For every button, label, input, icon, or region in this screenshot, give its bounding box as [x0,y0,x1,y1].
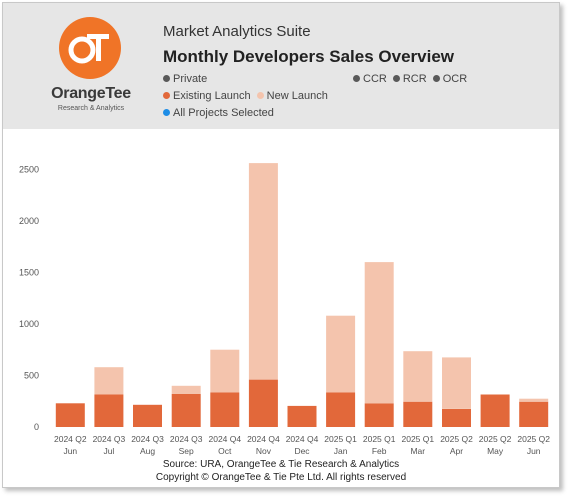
new-launch-bar [519,398,549,402]
orangetee-logo-icon [59,17,121,79]
report-card: OrangeTee Research & Analytics Market An… [2,2,560,488]
x-tick-month: Dec [294,446,310,456]
legend-existing-launch: Existing Launch [173,90,251,102]
filter-dot-icon [353,75,360,82]
y-tick-label: 1000 [19,319,39,329]
x-tick-quarter: 2025 Q1 [401,434,434,444]
region-ccr: CCR [363,73,387,85]
existing-launch-bar [519,401,549,427]
x-tick-quarter: 2024 Q3 [170,434,203,444]
existing-launch-bar [364,403,394,427]
x-tick-month: Jun [527,446,541,456]
selected-dot-icon [163,109,170,116]
sales-bar-chart: 0 500 1000 1500 2000 2500 2024 Q2 Jun 2024 Q3 Jul… [19,163,550,456]
existing-launch-dot-icon [163,92,170,99]
existing-launch-bar [403,401,433,427]
y-tick-label: 2000 [19,216,39,226]
x-tick-quarter: 2024 Q3 [131,434,164,444]
report-header: OrangeTee Research & Analytics Market An… [3,3,559,129]
source-note: Source: URA, OrangeTee & Tie Research & … [162,459,400,470]
existing-launch-bar [133,404,162,427]
new-launch-bar [326,315,356,393]
x-tick-quarter: 2024 Q4 [208,434,241,444]
x-tick-quarter: 2024 Q4 [286,434,319,444]
filter-dot-icon [392,75,400,82]
x-tick-quarter: 2025 Q1 [324,434,357,444]
new-launch-bar [171,385,201,394]
x-tick-month: Mar [410,446,425,456]
logo-subtext: Research & Analytics [57,105,125,112]
new-launch-bar [364,262,394,404]
y-tick-label: 0 [34,422,39,432]
segment-filter[interactable]: Private [163,73,207,85]
existing-launch-bar [287,405,317,427]
x-tick-quarter: 2024 Q3 [93,434,126,444]
new-launch-bar [94,367,124,395]
logo-wordmark: OrangeTee [51,85,131,102]
segment-label: Private [173,73,208,85]
existing-launch-bar [55,403,85,427]
x-tick-quarter: 2024 Q4 [247,434,280,444]
x-tick-quarter: 2025 Q2 [440,434,473,444]
filter-dot-icon [163,75,170,82]
x-tick-month: Oct [218,446,232,456]
launch-type-legend[interactable]: Existing Launch New Launch [163,90,334,102]
legend-new-launch: New Launch [266,90,328,102]
y-tick-label: 500 [24,370,39,380]
region-ocr: OCR [442,73,468,85]
new-launch-bar [248,163,278,380]
projects-filter[interactable]: All Projects Selected [163,107,274,119]
x-tick-quarter: 2025 Q2 [479,434,512,444]
new-launch-bar [403,351,433,402]
existing-launch-bar [326,392,356,427]
x-tick-quarter: 2025 Q1 [363,434,396,444]
existing-launch-bar [480,394,510,427]
x-tick-quarter: 2024 Q2 [54,434,87,444]
new-launch-bar [442,357,471,409]
existing-launch-bar [442,409,471,427]
existing-launch-bar [248,379,278,427]
copyright-note: Copyright © OrangeTee & Tie Pte Ltd. All… [155,472,407,483]
x-tick-quarter: 2025 Q2 [517,434,550,444]
new-launch-dot-icon [256,92,264,99]
region-filter[interactable]: CCR RCR OCR [353,73,473,85]
x-tick-month: Jan [334,446,348,456]
x-tick-month: Aug [140,446,155,456]
existing-launch-bar [210,392,240,427]
y-tick-label: 1500 [19,267,39,277]
x-tick-month: Jun [63,446,77,456]
suite-title: Market Analytics Suite [163,23,311,40]
y-tick-label: 2500 [19,164,39,174]
x-tick-month: Feb [372,446,387,456]
existing-launch-bar [94,394,124,427]
x-tick-month: Apr [450,446,463,456]
projects-label: All Projects Selected [173,107,274,119]
x-tick-month: May [487,446,504,456]
x-tick-month: Nov [256,446,272,456]
x-tick-month: Sep [179,446,194,456]
filter-dot-icon [432,75,440,82]
x-tick-month: Jul [103,446,114,456]
existing-launch-bar [171,394,201,427]
report-title: Monthly Developers Sales Overview [163,47,455,66]
new-launch-bar [210,349,240,393]
region-rcr: RCR [402,73,427,85]
